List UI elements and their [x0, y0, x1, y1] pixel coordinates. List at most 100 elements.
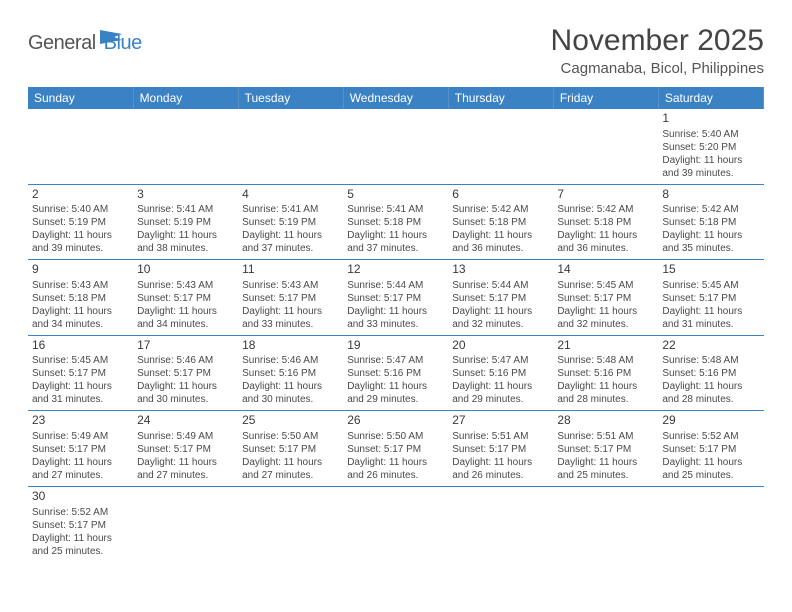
- day-cell: 24Sunrise: 5:49 AMSunset: 5:17 PMDayligh…: [133, 411, 238, 487]
- empty-cell: [133, 109, 238, 184]
- brand-logo: General Blue: [28, 24, 142, 57]
- calendar-row: 9Sunrise: 5:43 AMSunset: 5:18 PMDaylight…: [28, 260, 764, 336]
- day-cell: 16Sunrise: 5:45 AMSunset: 5:17 PMDayligh…: [28, 335, 133, 411]
- calendar-row: 2Sunrise: 5:40 AMSunset: 5:19 PMDaylight…: [28, 184, 764, 260]
- day-number: 14: [557, 262, 654, 278]
- day-cell: 2Sunrise: 5:40 AMSunset: 5:19 PMDaylight…: [28, 184, 133, 260]
- day-number: 9: [32, 262, 129, 278]
- day-info: Sunrise: 5:40 AMSunset: 5:20 PMDaylight:…: [662, 128, 759, 180]
- day-info: Sunrise: 5:45 AMSunset: 5:17 PMDaylight:…: [662, 279, 759, 331]
- calendar-row: 16Sunrise: 5:45 AMSunset: 5:17 PMDayligh…: [28, 335, 764, 411]
- day-cell: 26Sunrise: 5:50 AMSunset: 5:17 PMDayligh…: [343, 411, 448, 487]
- day-number: 30: [32, 489, 129, 505]
- day-cell: 30Sunrise: 5:52 AMSunset: 5:17 PMDayligh…: [28, 486, 133, 561]
- empty-cell: [238, 486, 343, 561]
- day-info: Sunrise: 5:44 AMSunset: 5:17 PMDaylight:…: [452, 279, 549, 331]
- day-cell: 19Sunrise: 5:47 AMSunset: 5:16 PMDayligh…: [343, 335, 448, 411]
- day-info: Sunrise: 5:48 AMSunset: 5:16 PMDaylight:…: [557, 354, 654, 406]
- day-info: Sunrise: 5:41 AMSunset: 5:19 PMDaylight:…: [137, 203, 234, 255]
- day-cell: 4Sunrise: 5:41 AMSunset: 5:19 PMDaylight…: [238, 184, 343, 260]
- empty-cell: [133, 486, 238, 561]
- calendar-row: 1Sunrise: 5:40 AMSunset: 5:20 PMDaylight…: [28, 109, 764, 184]
- day-number: 7: [557, 187, 654, 203]
- day-cell: 14Sunrise: 5:45 AMSunset: 5:17 PMDayligh…: [553, 260, 658, 336]
- day-cell: 1Sunrise: 5:40 AMSunset: 5:20 PMDaylight…: [658, 109, 763, 184]
- day-cell: 22Sunrise: 5:48 AMSunset: 5:16 PMDayligh…: [658, 335, 763, 411]
- month-title: November 2025: [551, 24, 764, 58]
- day-cell: 10Sunrise: 5:43 AMSunset: 5:17 PMDayligh…: [133, 260, 238, 336]
- day-number: 29: [662, 413, 759, 429]
- day-info: Sunrise: 5:43 AMSunset: 5:17 PMDaylight:…: [242, 279, 339, 331]
- day-info: Sunrise: 5:45 AMSunset: 5:17 PMDaylight:…: [557, 279, 654, 331]
- day-cell: 21Sunrise: 5:48 AMSunset: 5:16 PMDayligh…: [553, 335, 658, 411]
- day-number: 1: [662, 111, 759, 127]
- weekday-header-row: SundayMondayTuesdayWednesdayThursdayFrid…: [28, 87, 764, 109]
- day-info: Sunrise: 5:50 AMSunset: 5:17 PMDaylight:…: [242, 430, 339, 482]
- day-cell: 6Sunrise: 5:42 AMSunset: 5:18 PMDaylight…: [448, 184, 553, 260]
- day-number: 13: [452, 262, 549, 278]
- day-cell: 29Sunrise: 5:52 AMSunset: 5:17 PMDayligh…: [658, 411, 763, 487]
- day-cell: 11Sunrise: 5:43 AMSunset: 5:17 PMDayligh…: [238, 260, 343, 336]
- day-cell: 17Sunrise: 5:46 AMSunset: 5:17 PMDayligh…: [133, 335, 238, 411]
- day-info: Sunrise: 5:47 AMSunset: 5:16 PMDaylight:…: [452, 354, 549, 406]
- day-number: 25: [242, 413, 339, 429]
- day-number: 22: [662, 338, 759, 354]
- weekday-header: Saturday: [658, 87, 763, 109]
- day-info: Sunrise: 5:47 AMSunset: 5:16 PMDaylight:…: [347, 354, 444, 406]
- empty-cell: [553, 109, 658, 184]
- day-cell: 9Sunrise: 5:43 AMSunset: 5:18 PMDaylight…: [28, 260, 133, 336]
- day-number: 8: [662, 187, 759, 203]
- day-number: 20: [452, 338, 549, 354]
- location-text: Cagmanaba, Bicol, Philippines: [551, 60, 764, 77]
- day-cell: 28Sunrise: 5:51 AMSunset: 5:17 PMDayligh…: [553, 411, 658, 487]
- day-cell: 7Sunrise: 5:42 AMSunset: 5:18 PMDaylight…: [553, 184, 658, 260]
- day-number: 19: [347, 338, 444, 354]
- day-info: Sunrise: 5:49 AMSunset: 5:17 PMDaylight:…: [32, 430, 129, 482]
- weekday-header: Tuesday: [238, 87, 343, 109]
- day-number: 17: [137, 338, 234, 354]
- day-info: Sunrise: 5:50 AMSunset: 5:17 PMDaylight:…: [347, 430, 444, 482]
- day-cell: 27Sunrise: 5:51 AMSunset: 5:17 PMDayligh…: [448, 411, 553, 487]
- day-info: Sunrise: 5:46 AMSunset: 5:16 PMDaylight:…: [242, 354, 339, 406]
- day-info: Sunrise: 5:40 AMSunset: 5:19 PMDaylight:…: [32, 203, 129, 255]
- day-info: Sunrise: 5:49 AMSunset: 5:17 PMDaylight:…: [137, 430, 234, 482]
- day-info: Sunrise: 5:44 AMSunset: 5:17 PMDaylight:…: [347, 279, 444, 331]
- header: General Blue November 2025 Cagmanaba, Bi…: [28, 24, 764, 77]
- day-info: Sunrise: 5:42 AMSunset: 5:18 PMDaylight:…: [452, 203, 549, 255]
- weekday-header: Friday: [553, 87, 658, 109]
- empty-cell: [343, 486, 448, 561]
- empty-cell: [448, 486, 553, 561]
- day-cell: 23Sunrise: 5:49 AMSunset: 5:17 PMDayligh…: [28, 411, 133, 487]
- weekday-header: Thursday: [448, 87, 553, 109]
- day-cell: 20Sunrise: 5:47 AMSunset: 5:16 PMDayligh…: [448, 335, 553, 411]
- day-number: 24: [137, 413, 234, 429]
- day-number: 15: [662, 262, 759, 278]
- day-number: 16: [32, 338, 129, 354]
- day-cell: 25Sunrise: 5:50 AMSunset: 5:17 PMDayligh…: [238, 411, 343, 487]
- day-number: 3: [137, 187, 234, 203]
- empty-cell: [28, 109, 133, 184]
- day-number: 23: [32, 413, 129, 429]
- day-number: 26: [347, 413, 444, 429]
- day-info: Sunrise: 5:41 AMSunset: 5:19 PMDaylight:…: [242, 203, 339, 255]
- empty-cell: [553, 486, 658, 561]
- calendar-row: 23Sunrise: 5:49 AMSunset: 5:17 PMDayligh…: [28, 411, 764, 487]
- day-info: Sunrise: 5:52 AMSunset: 5:17 PMDaylight:…: [32, 506, 129, 558]
- day-number: 28: [557, 413, 654, 429]
- day-number: 10: [137, 262, 234, 278]
- brand-part1: General: [28, 32, 96, 55]
- day-number: 6: [452, 187, 549, 203]
- calendar-body: 1Sunrise: 5:40 AMSunset: 5:20 PMDaylight…: [28, 109, 764, 562]
- day-number: 11: [242, 262, 339, 278]
- day-info: Sunrise: 5:48 AMSunset: 5:16 PMDaylight:…: [662, 354, 759, 406]
- day-info: Sunrise: 5:45 AMSunset: 5:17 PMDaylight:…: [32, 354, 129, 406]
- day-info: Sunrise: 5:42 AMSunset: 5:18 PMDaylight:…: [662, 203, 759, 255]
- day-cell: 3Sunrise: 5:41 AMSunset: 5:19 PMDaylight…: [133, 184, 238, 260]
- day-number: 27: [452, 413, 549, 429]
- calendar-grid: SundayMondayTuesdayWednesdayThursdayFrid…: [28, 87, 764, 562]
- day-number: 5: [347, 187, 444, 203]
- day-cell: 12Sunrise: 5:44 AMSunset: 5:17 PMDayligh…: [343, 260, 448, 336]
- day-cell: 15Sunrise: 5:45 AMSunset: 5:17 PMDayligh…: [658, 260, 763, 336]
- empty-cell: [238, 109, 343, 184]
- day-info: Sunrise: 5:46 AMSunset: 5:17 PMDaylight:…: [137, 354, 234, 406]
